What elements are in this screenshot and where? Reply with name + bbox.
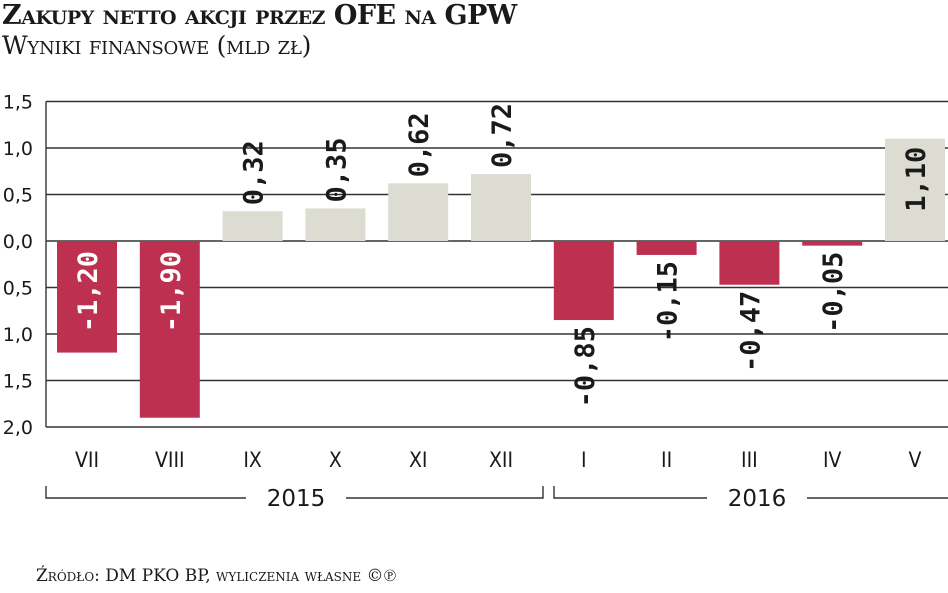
y-tick-label: 1,0 [3, 324, 33, 346]
year-label: 2015 [267, 486, 326, 512]
y-tick-label: 1,5 [3, 371, 33, 393]
bar-IX [222, 211, 283, 241]
year-label: 2016 [728, 486, 787, 512]
x-tick-label: V [909, 448, 922, 472]
x-tick-label: IX [243, 448, 262, 472]
x-tick-label: IV [823, 448, 842, 472]
chart-subtitle: Wyniki finansowe (mld zł) [2, 31, 312, 60]
value-label: -1,20 [73, 251, 104, 332]
x-tick-label: XI [409, 448, 428, 472]
value-label: -0,15 [653, 261, 684, 342]
bar-V [885, 138, 945, 241]
bar-XII [471, 174, 531, 241]
y-tick-label: 0,0 [3, 231, 33, 253]
x-tick-label: I [581, 448, 587, 472]
bar-III [719, 241, 780, 285]
year-bracket [45, 486, 246, 499]
x-tick-label: III [741, 448, 758, 472]
value-label: 1,10 [901, 147, 932, 212]
y-tick-label: 1,5 [3, 92, 33, 114]
year-bracket [346, 486, 544, 499]
bar-X [305, 208, 366, 241]
chart-title: Zakupy netto akcji przez OFE na GPW [2, 0, 517, 31]
x-tick-label: X [329, 448, 342, 472]
value-label: -1,90 [156, 251, 187, 332]
value-label: -0,85 [570, 326, 601, 407]
value-label: 0,35 [321, 137, 352, 202]
y-tick-label: 0,5 [3, 278, 33, 300]
bar-VII [57, 241, 117, 353]
y-tick-label: 1,0 [3, 138, 33, 160]
x-tick-label: XII [489, 448, 513, 472]
bar-XI [388, 183, 449, 241]
bar-IV [802, 241, 863, 246]
value-label: -0,47 [735, 291, 766, 372]
x-tick-label: VIII [155, 448, 185, 472]
y-tick-label: 0,5 [3, 185, 33, 207]
value-label: -0,05 [818, 252, 849, 333]
bar-II [636, 241, 697, 255]
year-bracket [553, 486, 707, 499]
value-label: 0,62 [404, 112, 435, 177]
x-tick-label: VII [75, 448, 99, 472]
source-note: Źródło: DM PKO BP, wyliczenia własne ©℗ [36, 566, 397, 586]
bar-VIII [139, 241, 200, 418]
x-tick-label: II [661, 448, 672, 472]
bar-I [553, 241, 614, 321]
value-label: 0,32 [239, 140, 270, 205]
y-tick-label: 2,0 [3, 417, 33, 439]
value-label: 0,72 [487, 103, 518, 168]
